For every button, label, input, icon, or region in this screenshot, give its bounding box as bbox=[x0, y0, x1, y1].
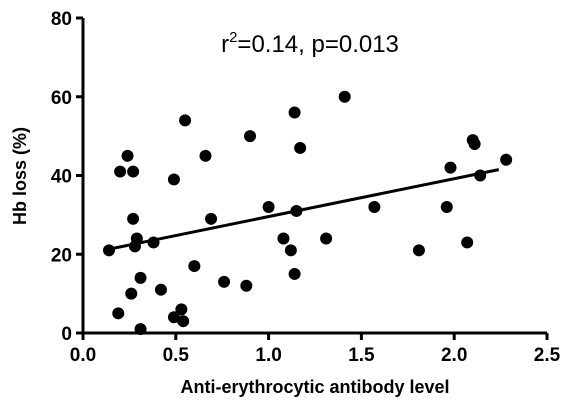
point bbox=[461, 236, 474, 249]
fit-line bbox=[103, 168, 500, 252]
point bbox=[134, 323, 147, 336]
point bbox=[244, 130, 257, 143]
point bbox=[188, 260, 201, 273]
point bbox=[412, 244, 425, 257]
point bbox=[338, 90, 351, 103]
point bbox=[112, 307, 125, 320]
point bbox=[154, 283, 167, 296]
point bbox=[294, 141, 307, 154]
point bbox=[288, 267, 301, 280]
annotation-sup: 2 bbox=[229, 29, 237, 46]
point bbox=[500, 153, 513, 166]
point bbox=[468, 138, 481, 150]
y-tick-label: 80 bbox=[51, 9, 72, 30]
point bbox=[127, 212, 140, 225]
point bbox=[179, 114, 192, 127]
point bbox=[444, 161, 457, 174]
x-tick-label: 1.0 bbox=[255, 345, 281, 366]
y-tick-label: 40 bbox=[51, 167, 72, 188]
point bbox=[125, 287, 138, 300]
point bbox=[440, 201, 453, 213]
point bbox=[114, 165, 127, 178]
point bbox=[127, 165, 140, 178]
point bbox=[288, 106, 301, 119]
point bbox=[277, 232, 290, 245]
x-tick-label: 0.5 bbox=[163, 345, 190, 366]
x-axis-label: Anti-erythrocytic antibody level bbox=[180, 377, 449, 397]
x-tick-label: 2.5 bbox=[534, 345, 561, 366]
point bbox=[368, 201, 381, 213]
point bbox=[175, 303, 188, 316]
point bbox=[167, 173, 180, 186]
y-axis-label: Hb loss (%) bbox=[10, 127, 30, 225]
point bbox=[284, 244, 297, 257]
annotation: r2=0.14, p=0.013 bbox=[221, 29, 399, 58]
point bbox=[240, 279, 253, 292]
y-tick-label: 20 bbox=[51, 245, 72, 266]
annotation-rest: =0.14, p=0.013 bbox=[237, 31, 398, 58]
x-tick-label: 1.5 bbox=[348, 345, 375, 366]
point bbox=[121, 149, 134, 162]
point bbox=[218, 275, 231, 288]
point bbox=[205, 212, 218, 225]
x-tick-label: 0.0 bbox=[70, 345, 96, 366]
annotation-base: r bbox=[221, 31, 229, 58]
x-tick-label: 2.0 bbox=[441, 345, 467, 366]
point bbox=[262, 201, 275, 213]
y-tick-label: 60 bbox=[51, 88, 72, 109]
point bbox=[320, 232, 333, 245]
point bbox=[177, 315, 190, 328]
point bbox=[199, 149, 212, 162]
y-tick-label: 0 bbox=[61, 324, 72, 345]
point bbox=[167, 311, 180, 324]
point bbox=[134, 271, 147, 284]
